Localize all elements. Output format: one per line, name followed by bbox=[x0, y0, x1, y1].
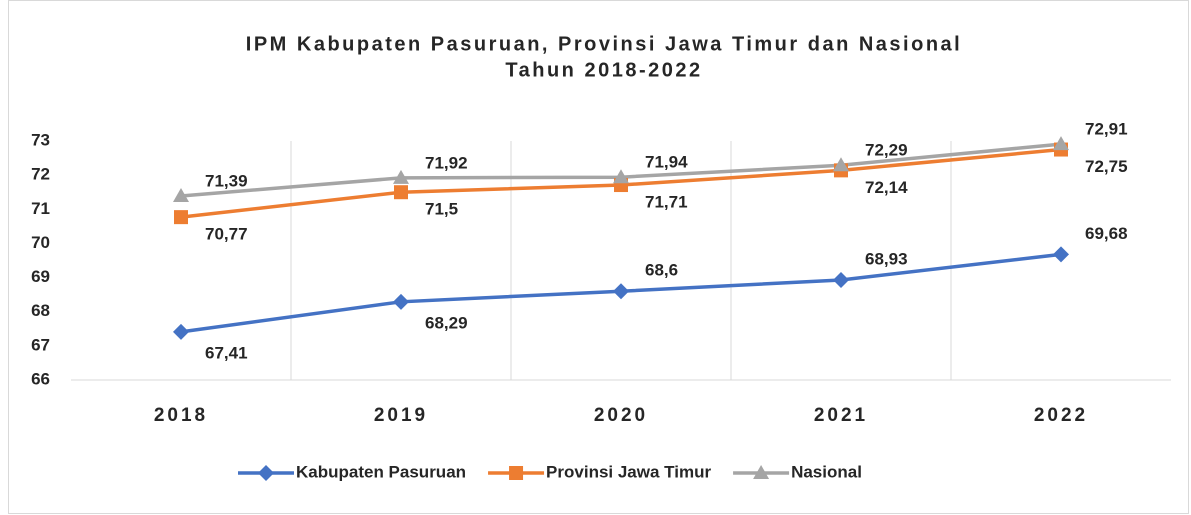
marker bbox=[1053, 136, 1069, 151]
marker bbox=[613, 169, 629, 184]
data-label: 68,29 bbox=[425, 313, 468, 332]
x-tick-label: 2019 bbox=[374, 405, 428, 426]
data-label: 68,93 bbox=[865, 249, 908, 268]
data-label: 71,92 bbox=[425, 153, 468, 172]
data-label: 68,6 bbox=[645, 261, 678, 280]
legend-label: Kabupaten Pasuruan bbox=[296, 462, 466, 481]
y-tick-label: 68 bbox=[31, 301, 50, 320]
y-tick-label: 72 bbox=[31, 165, 50, 184]
y-tick-label: 67 bbox=[31, 335, 50, 354]
marker bbox=[393, 293, 409, 310]
chart-title: IPM Kabupaten Pasuruan, Provinsi Jawa Ti… bbox=[246, 33, 962, 55]
x-tick-label: 2018 bbox=[154, 405, 208, 426]
data-label: 72,29 bbox=[865, 141, 908, 160]
data-label: 71,39 bbox=[205, 171, 248, 190]
data-label: 72,75 bbox=[1085, 157, 1128, 176]
legend-label: Nasional bbox=[791, 462, 862, 481]
data-label: 71,71 bbox=[645, 193, 688, 212]
y-tick-label: 69 bbox=[31, 267, 50, 286]
x-tick-label: 2021 bbox=[814, 405, 868, 426]
marker bbox=[394, 185, 408, 200]
data-label: 67,41 bbox=[205, 343, 248, 362]
x-tick-label: 2022 bbox=[1034, 405, 1088, 426]
chart-border bbox=[8, 0, 1189, 514]
data-label: 70,77 bbox=[205, 225, 248, 244]
marker bbox=[753, 465, 770, 479]
marker bbox=[258, 465, 274, 481]
chart-subtitle: Tahun 2018-2022 bbox=[505, 59, 702, 81]
data-label: 69,68 bbox=[1085, 224, 1128, 243]
marker bbox=[393, 169, 409, 184]
marker bbox=[1053, 246, 1069, 263]
legend-label: Provinsi Jawa Timur bbox=[546, 462, 711, 481]
data-label: 72,91 bbox=[1085, 120, 1128, 139]
marker bbox=[173, 187, 189, 202]
marker bbox=[833, 271, 849, 288]
y-tick-label: 71 bbox=[31, 199, 50, 218]
marker bbox=[173, 323, 189, 340]
y-tick-label: 70 bbox=[31, 233, 50, 252]
x-tick-label: 2020 bbox=[594, 405, 648, 426]
data-label: 71,94 bbox=[645, 153, 688, 172]
marker bbox=[613, 283, 629, 300]
marker bbox=[174, 210, 188, 225]
y-tick-label: 66 bbox=[31, 369, 50, 388]
y-tick-label: 73 bbox=[31, 130, 50, 149]
marker bbox=[833, 157, 849, 172]
data-label: 71,5 bbox=[425, 200, 458, 219]
marker bbox=[509, 466, 524, 480]
data-label: 72,14 bbox=[865, 178, 908, 197]
